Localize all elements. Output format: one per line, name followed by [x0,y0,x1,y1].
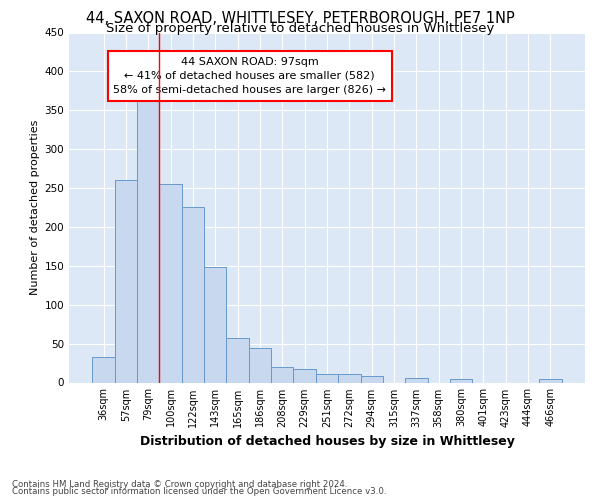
Bar [271,367,293,382]
Text: Contains public sector information licensed under the Open Government Licence v3: Contains public sector information licen… [12,487,386,496]
Bar [137,101,160,382]
Bar [115,180,137,382]
Bar [316,374,338,382]
Bar [450,380,472,382]
Bar [338,374,361,382]
Bar [226,338,249,382]
Text: Contains HM Land Registry data © Crown copyright and database right 2024.: Contains HM Land Registry data © Crown c… [12,480,347,489]
Bar [204,268,226,382]
Y-axis label: Number of detached properties: Number of detached properties [30,120,40,295]
Bar [249,348,271,382]
Text: 44, SAXON ROAD, WHITTLESEY, PETERBOROUGH, PE7 1NP: 44, SAXON ROAD, WHITTLESEY, PETERBOROUGH… [86,11,514,26]
Bar [92,357,115,382]
Bar [539,380,562,382]
X-axis label: Distribution of detached houses by size in Whittlesey: Distribution of detached houses by size … [140,435,514,448]
Text: Size of property relative to detached houses in Whittlesey: Size of property relative to detached ho… [106,22,494,35]
Bar [405,378,428,382]
Bar [293,368,316,382]
Bar [182,206,204,382]
Text: 44 SAXON ROAD: 97sqm
← 41% of detached houses are smaller (582)
58% of semi-deta: 44 SAXON ROAD: 97sqm ← 41% of detached h… [113,57,386,95]
Bar [361,376,383,382]
Bar [160,184,182,382]
